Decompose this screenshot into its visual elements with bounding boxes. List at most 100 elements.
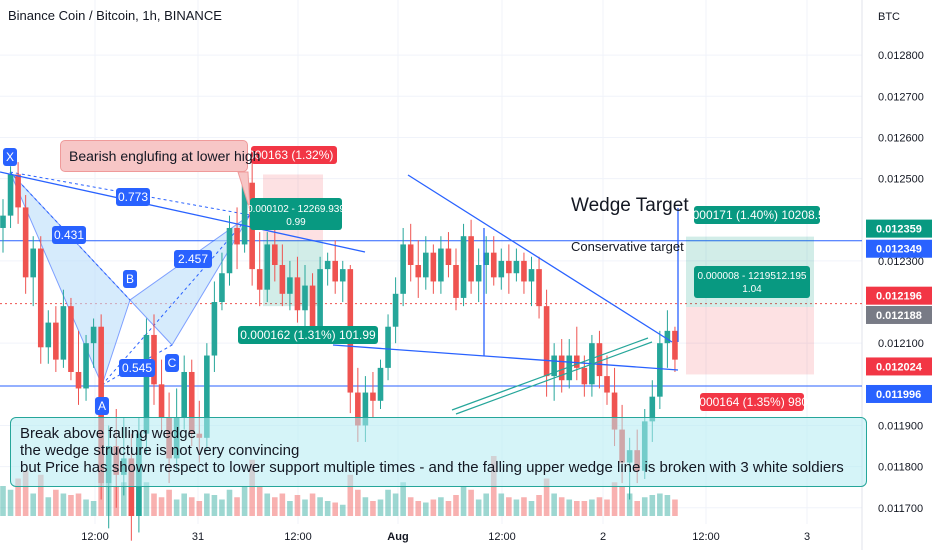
price-tag-bg — [866, 286, 932, 305]
candle-body — [385, 326, 391, 368]
price-tag-bg — [866, 357, 932, 376]
ratio-label-bg — [174, 250, 212, 268]
candle-body — [377, 367, 384, 401]
price-tag: 0.012196 — [876, 291, 922, 303]
candle-body — [287, 277, 293, 294]
candle-body — [392, 293, 399, 327]
volume-bar — [521, 497, 527, 516]
candle-body — [649, 396, 656, 422]
candle-body — [513, 260, 520, 274]
support-trendline — [455, 341, 653, 415]
currency-label: BTC — [878, 11, 900, 23]
measure-label: 0.000163 (1.32%) 98 — [238, 148, 350, 162]
volume-bar — [657, 493, 663, 516]
candle-body — [596, 343, 603, 377]
x-tick-label: 12:00 — [488, 531, 516, 543]
point-label-a: A — [98, 399, 106, 413]
candle-body — [226, 227, 233, 274]
candle-body — [475, 265, 482, 282]
candle-body — [506, 260, 512, 274]
wedge-lower-line — [332, 344, 679, 371]
volume-bar — [460, 486, 467, 516]
candle-body — [68, 306, 74, 372]
candle-body — [453, 265, 459, 298]
measure-label-bg — [251, 146, 337, 164]
candle-body — [294, 277, 301, 311]
volume-bar — [536, 495, 542, 516]
volume-bar — [60, 493, 67, 516]
point-label-c-bg — [165, 354, 179, 372]
volume-bar — [22, 471, 29, 516]
candle-body — [672, 330, 678, 360]
x-tick-label: 31 — [192, 531, 204, 543]
candle-body — [128, 458, 135, 516]
x-tick-label: 2 — [600, 531, 606, 543]
volume-bar — [7, 489, 14, 516]
volume-bar — [196, 501, 203, 516]
engulfing-callout: Bearish englufing at lower high — [60, 140, 260, 172]
long-position-stop — [686, 306, 814, 375]
volume-bar — [264, 493, 271, 516]
price-tag-bg — [866, 219, 932, 238]
candle-body — [558, 355, 565, 381]
candle-body — [460, 236, 467, 298]
volume-bar — [219, 499, 225, 516]
volume-bar — [649, 495, 656, 516]
candle-body — [423, 252, 429, 278]
point-label-c: C — [168, 356, 177, 370]
volume-bar — [294, 495, 301, 516]
volume-bar — [302, 499, 308, 516]
candle-body — [143, 334, 150, 434]
candle-body — [151, 334, 157, 385]
candle-body — [483, 252, 489, 265]
price-tag: 0.012024 — [876, 361, 923, 373]
volume-bar — [53, 489, 59, 516]
candle-body — [332, 260, 338, 282]
support-trendline — [451, 337, 649, 411]
volume-bar — [528, 501, 535, 516]
candle-body — [355, 392, 361, 426]
measure-label-bg — [250, 198, 342, 230]
volume-bar — [347, 474, 354, 516]
volume-bar — [468, 489, 474, 516]
candle-body — [574, 355, 580, 368]
candle-body — [566, 355, 573, 381]
volume-bar — [392, 493, 399, 516]
volume-bar — [30, 493, 36, 516]
price-tag-bg — [866, 305, 932, 324]
volume-bar — [604, 499, 610, 516]
ratio-label: 0.431 — [54, 228, 84, 242]
wedge-target-text: Wedge Target — [571, 195, 689, 216]
volume-bar — [37, 474, 44, 516]
y-tick-label: 0.011700 — [878, 503, 923, 515]
candle-body — [204, 355, 210, 438]
pattern-ratio-line — [101, 214, 251, 386]
candle-body — [362, 392, 369, 426]
volume-bar — [226, 489, 233, 516]
measure-label-bg — [700, 393, 804, 411]
candle-body — [498, 260, 505, 278]
ratio-label-bg — [52, 226, 86, 244]
candle-body — [45, 322, 52, 348]
candle-body — [241, 182, 248, 245]
volume-bar — [672, 499, 678, 516]
volume-bar — [121, 482, 127, 516]
volume-bar — [619, 486, 625, 516]
candle-body — [272, 244, 278, 265]
point-label-a-bg — [95, 397, 109, 415]
volume-bar — [204, 493, 210, 516]
wedge-upper-line — [407, 174, 673, 343]
volume-bar — [611, 482, 618, 516]
candle-body — [521, 260, 527, 282]
pattern-ratio-line — [101, 344, 173, 386]
volume-bar — [90, 501, 97, 516]
y-tick-label: 0.012700 — [878, 91, 924, 103]
candle-body — [407, 244, 414, 265]
volume-bar — [558, 497, 565, 516]
volume-bar — [188, 497, 195, 516]
y-tick-label: 0.012800 — [878, 50, 924, 62]
x-tick-label: 12:00 — [81, 531, 109, 543]
volume-bar — [483, 493, 489, 516]
candle-body — [0, 215, 6, 228]
